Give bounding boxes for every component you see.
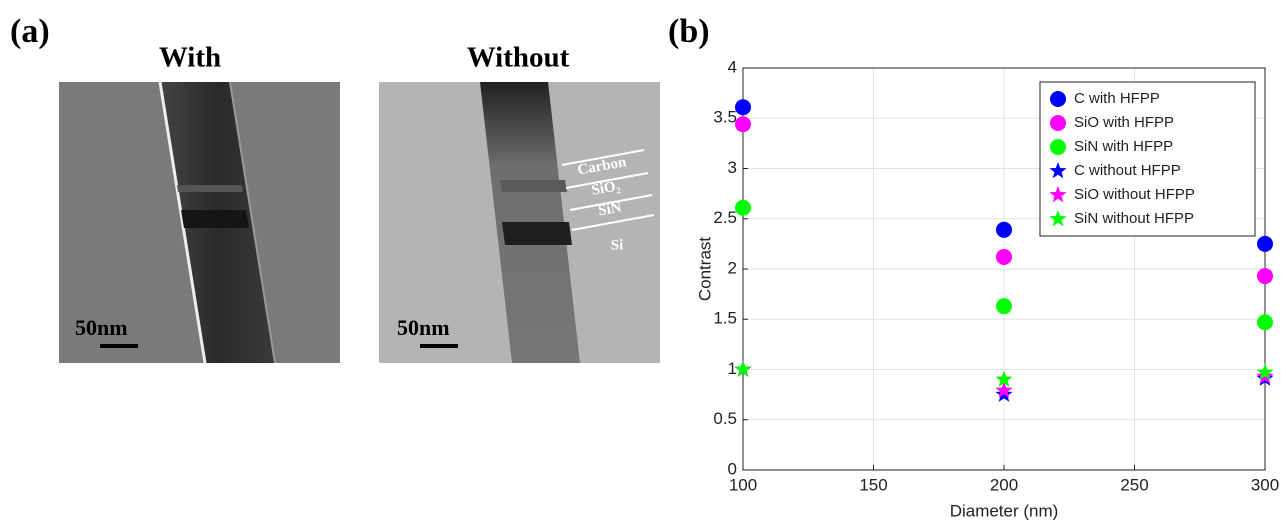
- image-title: Without: [467, 42, 570, 74]
- panel-label: (b): [668, 13, 710, 50]
- y-tick-label: 3.5: [713, 108, 737, 127]
- y-tick-label: 2.5: [713, 208, 737, 227]
- scale-label: 50nm: [397, 315, 450, 340]
- legend-label: C with HFPP: [1074, 90, 1160, 107]
- point: [735, 199, 751, 216]
- legend-marker: [1050, 139, 1066, 155]
- legend-label: C without HFPP: [1074, 162, 1181, 179]
- scale-label: 50nm: [75, 315, 128, 340]
- legend-label: SiO with HFPP: [1074, 114, 1174, 131]
- point: [735, 99, 751, 116]
- panel-label: (a): [10, 13, 50, 50]
- layer-label: SiN: [597, 200, 623, 220]
- tem-image-without: Carbon SiO₂ SiN Si 50nm: [379, 82, 660, 363]
- legend-marker: [1049, 162, 1067, 179]
- y-tick-label: 0.5: [713, 409, 737, 428]
- star-point: [995, 381, 1013, 398]
- legend-marker: [1049, 186, 1067, 203]
- legend-marker: [1050, 91, 1066, 107]
- layer-label: SiO₂: [590, 178, 622, 199]
- image-title: With: [159, 42, 221, 74]
- legend-marker: [1050, 115, 1066, 131]
- legend-box: [1039, 81, 1256, 237]
- layer-label: Si: [611, 237, 624, 253]
- point: [1257, 314, 1273, 331]
- y-tick-label: 0: [728, 459, 737, 478]
- x-tick-label: 200: [990, 475, 1018, 494]
- y-tick-label: 2: [728, 258, 737, 277]
- point: [1257, 268, 1273, 285]
- point: [996, 248, 1012, 265]
- x-tick-label: 300: [1251, 475, 1279, 494]
- point: [996, 221, 1012, 238]
- star-point: [995, 370, 1013, 387]
- x-axis-label: Diameter (nm): [950, 501, 1059, 520]
- legend-label: SiN with HFPP: [1074, 138, 1173, 155]
- star-point: [734, 360, 752, 377]
- tem-image-with: 50nm: [59, 81, 340, 364]
- x-tick-label: 100: [729, 475, 757, 494]
- y-axis-label: Contrast: [695, 237, 714, 302]
- x-tick-label: 250: [1120, 475, 1148, 494]
- y-tick-label: 1: [728, 359, 737, 378]
- star-point: [1256, 363, 1274, 380]
- legend-label: SiO without HFPP: [1074, 186, 1195, 203]
- point: [735, 116, 751, 133]
- x-tick-label: 150: [859, 475, 887, 494]
- y-tick-label: 1.5: [713, 309, 737, 328]
- legend-marker: [1049, 210, 1067, 227]
- y-tick-label: 4: [728, 57, 737, 76]
- legend-label: SiN without HFPP: [1074, 210, 1194, 227]
- point: [1257, 235, 1273, 252]
- chart: 100 150 200 250 300 0 0.5 1 1.5 2 2.5 3 3.5 4 Diameter…: [695, 57, 1279, 520]
- legend: C with HFPP SiO with HFPP SiN with HFPP C w…: [1039, 81, 1256, 237]
- point: [996, 298, 1012, 315]
- y-tick-label: 3: [728, 158, 737, 177]
